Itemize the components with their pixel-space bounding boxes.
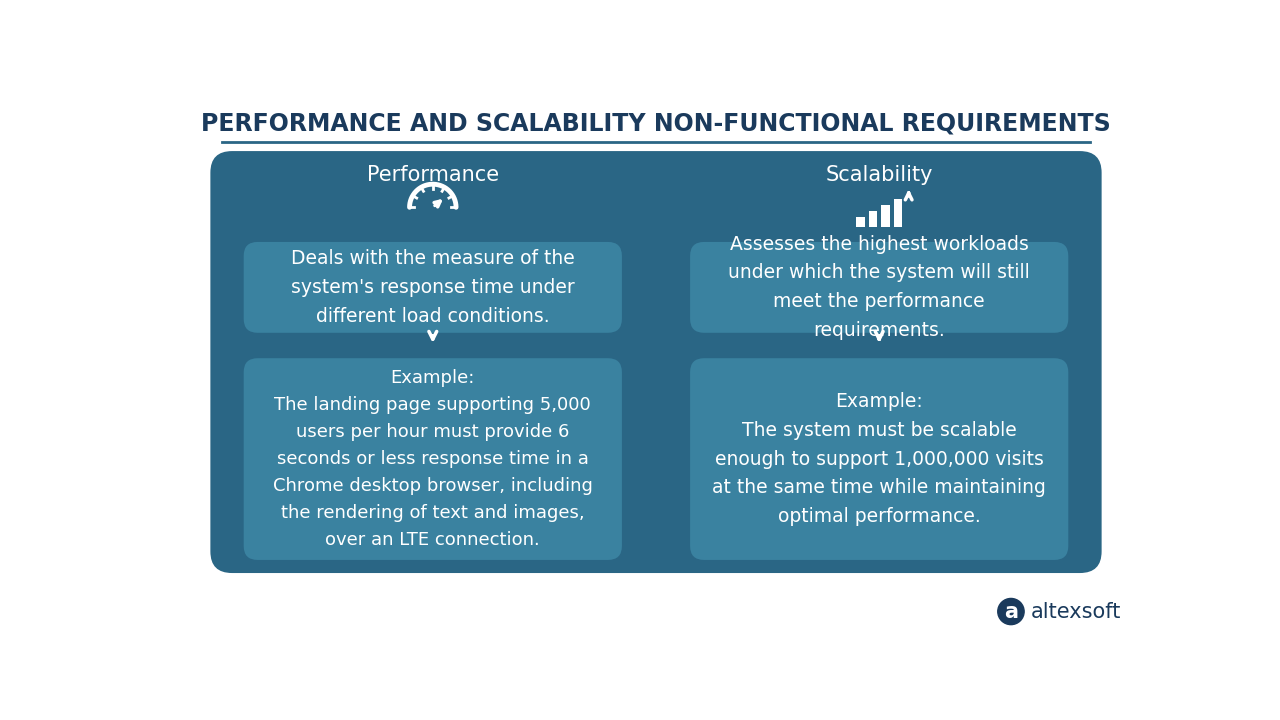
FancyBboxPatch shape [690,242,1069,333]
Text: Performance: Performance [367,165,499,185]
Text: Example:
The system must be scalable
enough to support 1,000,000 visits
at the s: Example: The system must be scalable eno… [712,392,1046,526]
FancyBboxPatch shape [210,151,1102,573]
Bar [893,199,902,227]
Circle shape [998,598,1024,625]
Bar [856,217,865,227]
Bar [869,211,877,227]
Text: PERFORMANCE AND SCALABILITY NON-FUNCTIONAL REQUIREMENTS: PERFORMANCE AND SCALABILITY NON-FUNCTION… [201,112,1111,135]
Text: a: a [1004,601,1018,621]
FancyBboxPatch shape [243,359,622,560]
Text: Deals with the measure of the
system's response time under
different load condit: Deals with the measure of the system's r… [291,249,575,325]
FancyBboxPatch shape [243,242,622,333]
Text: Scalability: Scalability [826,165,933,185]
Text: Example:
The landing page supporting 5,000
users per hour must provide 6
seconds: Example: The landing page supporting 5,0… [273,369,593,549]
Text: altexsoft: altexsoft [1032,601,1121,621]
FancyBboxPatch shape [690,359,1069,560]
Bar [881,205,890,227]
Text: Assesses the highest workloads
under which the system will still
meet the perfor: Assesses the highest workloads under whi… [728,235,1030,340]
